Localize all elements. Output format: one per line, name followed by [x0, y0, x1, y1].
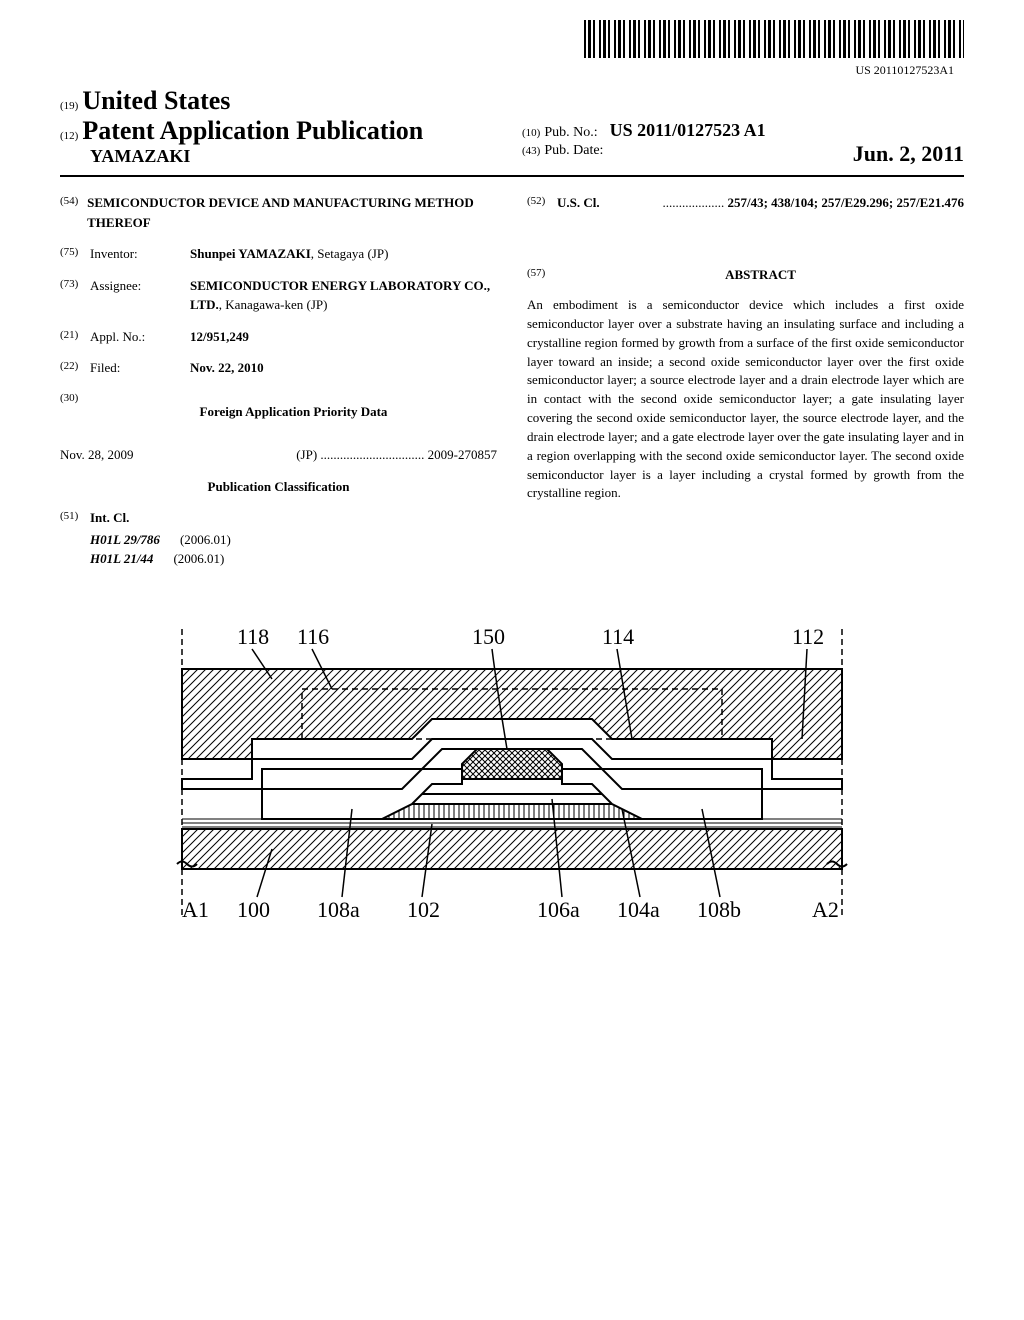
- right-column: (52) U.S. Cl. ................... 257/43…: [527, 193, 964, 569]
- figure-container: 118 116 150 114 112 A1 100 108a 102 106a…: [60, 609, 964, 954]
- barcode-area: US 20110127523A1: [60, 20, 964, 78]
- pub-class-heading: Publication Classification: [60, 477, 497, 497]
- label-54: (54): [60, 193, 87, 232]
- label-43: (43): [522, 145, 540, 157]
- us-cl-values: 257/43; 438/104; 257/E29.296; 257/E21.47…: [727, 195, 964, 210]
- foreign-title: Foreign Application Priority Data: [90, 402, 497, 422]
- two-column-body: (54) SEMICONDUCTOR DEVICE AND MANUFACTUR…: [60, 193, 964, 569]
- int-cl-1: H01L 29/786 (2006.01): [90, 530, 497, 550]
- label-100: 100: [237, 897, 270, 922]
- us-cl-row: (52) U.S. Cl. ................... 257/43…: [527, 193, 964, 213]
- label-108b: 108b: [697, 897, 741, 922]
- label-21: (21): [60, 327, 90, 347]
- label-a2: A2: [812, 897, 839, 922]
- appl-no: 12/951,249: [190, 327, 497, 347]
- priority-dots: ................................: [320, 447, 424, 462]
- int-cl-label: Int. Cl.: [90, 508, 129, 528]
- barcode-text: US 20110127523A1: [60, 63, 954, 78]
- figure-svg: 118 116 150 114 112 A1 100 108a 102 106a…: [122, 609, 902, 949]
- priority-date: Nov. 28, 2009: [60, 445, 134, 465]
- label-51: (51): [60, 508, 90, 528]
- us-cl-dots: ...................: [662, 195, 724, 210]
- int-cl-2: H01L 21/44 (2006.01): [90, 549, 497, 569]
- priority-no: 2009-270857: [428, 447, 497, 462]
- filed-label: Filed:: [90, 358, 190, 378]
- filed-row: (22) Filed: Nov. 22, 2010: [60, 358, 497, 378]
- label-a1: A1: [182, 897, 209, 922]
- us-cl-label: U.S. Cl.: [557, 193, 617, 213]
- appl-label: Appl. No.:: [90, 327, 190, 347]
- label-52: (52): [527, 193, 557, 213]
- country: United States: [82, 86, 230, 115]
- priority-country: (JP): [296, 447, 317, 462]
- int-cl-2-year: (2006.01): [173, 549, 224, 569]
- label-57: (57): [527, 265, 557, 293]
- label-118: 118: [237, 624, 269, 649]
- invention-title: SEMICONDUCTOR DEVICE AND MANUFACTURING M…: [87, 193, 497, 232]
- int-cl-1-code: H01L 29/786: [90, 530, 160, 550]
- title-row: (54) SEMICONDUCTOR DEVICE AND MANUFACTUR…: [60, 193, 497, 232]
- pub-date-label: Pub. Date:: [544, 143, 603, 158]
- header-row: (19) United States (12) Patent Applicati…: [60, 86, 964, 167]
- pub-no-label: Pub. No.:: [544, 125, 597, 140]
- int-cl-row: (51) Int. Cl.: [60, 508, 497, 528]
- abstract-header: (57) ABSTRACT: [527, 265, 964, 293]
- divider: [60, 175, 964, 177]
- foreign-row: (30) Foreign Application Priority Data: [60, 390, 497, 434]
- abstract-text: An embodiment is a semiconductor device …: [527, 296, 964, 503]
- label-150: 150: [472, 624, 505, 649]
- assignee-location: , Kanagawa-ken (JP): [219, 297, 328, 312]
- priority-row: Nov. 28, 2009 (JP) .....................…: [60, 445, 497, 465]
- left-column: (54) SEMICONDUCTOR DEVICE AND MANUFACTUR…: [60, 193, 497, 569]
- author-line: YAMAZAKI: [60, 146, 502, 167]
- int-cl-1-year: (2006.01): [180, 530, 231, 550]
- inventor-name: Shunpei YAMAZAKI: [190, 246, 311, 261]
- label-19: (19): [60, 100, 78, 112]
- label-112: 112: [792, 624, 824, 649]
- filed-date: Nov. 22, 2010: [190, 358, 497, 378]
- appl-row: (21) Appl. No.: 12/951,249: [60, 327, 497, 347]
- label-108a: 108a: [317, 897, 360, 922]
- label-106a: 106a: [537, 897, 580, 922]
- publication-title: Patent Application Publication: [82, 116, 423, 145]
- pub-no: US 2011/0127523 A1: [602, 120, 766, 140]
- assignee-row: (73) Assignee: SEMICONDUCTOR ENERGY LABO…: [60, 276, 497, 315]
- label-73: (73): [60, 276, 90, 315]
- barcode-graphic: [584, 20, 964, 58]
- label-75: (75): [60, 244, 90, 264]
- label-30: (30): [60, 390, 90, 434]
- label-104a: 104a: [617, 897, 660, 922]
- label-10: (10): [522, 127, 540, 139]
- inventor-location: , Setagaya (JP): [311, 246, 389, 261]
- label-102: 102: [407, 897, 440, 922]
- label-12: (12): [60, 130, 78, 142]
- inventor-row: (75) Inventor: Shunpei YAMAZAKI, Setagay…: [60, 244, 497, 264]
- header-right: (10) Pub. No.: US 2011/0127523 A1 (43) P…: [502, 120, 964, 167]
- header-left: (19) United States (12) Patent Applicati…: [60, 86, 502, 167]
- assignee-label: Assignee:: [90, 276, 190, 315]
- label-116: 116: [297, 624, 329, 649]
- label-114: 114: [602, 624, 634, 649]
- abstract-title: ABSTRACT: [557, 265, 964, 285]
- label-22: (22): [60, 358, 90, 378]
- inventor-label: Inventor:: [90, 244, 190, 264]
- pub-date: Jun. 2, 2011: [853, 141, 964, 167]
- int-cl-2-code: H01L 21/44: [90, 549, 153, 569]
